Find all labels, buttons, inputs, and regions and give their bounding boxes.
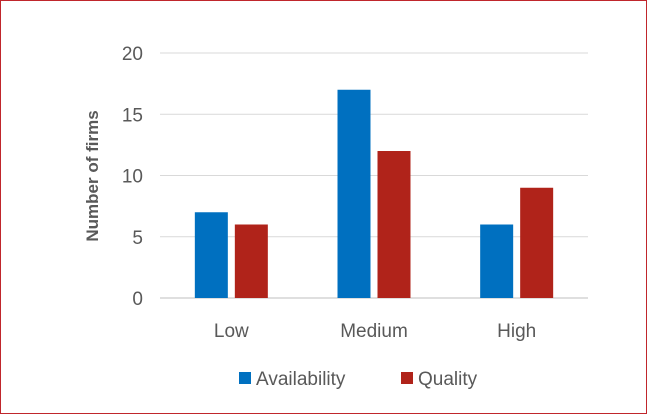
bar-availability-high <box>480 224 514 298</box>
x-tick-label: Low <box>214 321 249 342</box>
bar-quality-medium <box>377 151 411 298</box>
bar-availability-medium <box>337 89 371 298</box>
bar-availability-low <box>194 212 228 298</box>
legend-swatch-availability <box>239 372 251 384</box>
legend: Availability Quality <box>239 369 478 390</box>
y-tick-label: 0 <box>132 289 143 310</box>
legend-swatch-quality <box>401 372 413 384</box>
x-tick-label: Medium <box>340 321 408 342</box>
y-tick-label: 10 <box>122 167 143 188</box>
y-tick-labels: 0 5 10 15 20 <box>122 44 143 310</box>
bars <box>194 89 554 298</box>
y-tick-label: 15 <box>122 105 143 126</box>
y-tick-label: 20 <box>122 44 143 65</box>
y-tick-label: 5 <box>132 228 143 249</box>
gridlines <box>160 52 588 299</box>
bar-quality-high <box>520 187 554 298</box>
x-tick-labels: Low Medium High <box>214 321 536 342</box>
y-axis-label: Number of firms <box>83 110 102 241</box>
bar-quality-low <box>234 224 268 298</box>
legend-label-quality: Quality <box>418 369 478 390</box>
legend-label-availability: Availability <box>256 369 346 390</box>
x-tick-label: High <box>497 321 536 342</box>
